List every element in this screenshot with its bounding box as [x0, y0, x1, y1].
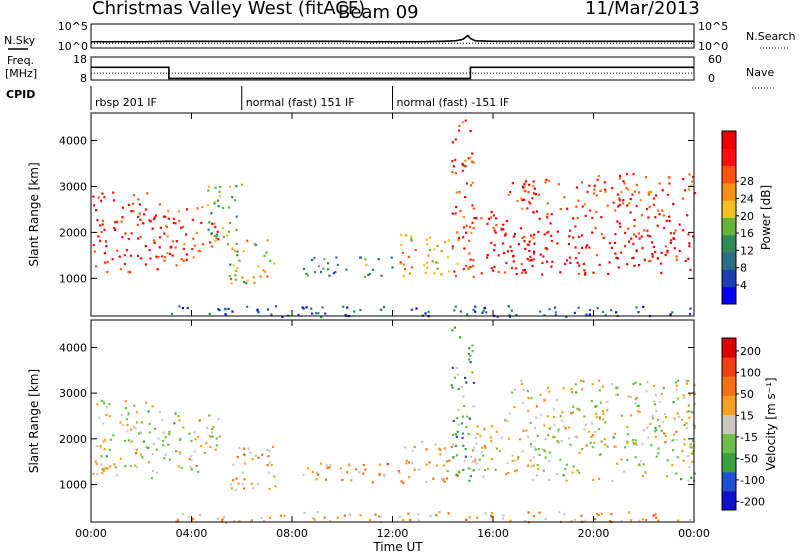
cpid-segment-label: normal (fast) -151 IF [397, 96, 510, 109]
xtick-label: 16:00 [477, 527, 509, 540]
power-colorbar-swatch [722, 165, 736, 184]
power-colorbar-label: 12 [740, 244, 754, 257]
velocity-ylabel: Slant Range [km] [27, 369, 41, 473]
power-colorbar-swatch [722, 269, 736, 288]
power-colorbar-swatch [722, 286, 736, 305]
velocity-colorbar-swatch [722, 357, 736, 377]
velocity-colorbar-label: -200 [740, 495, 765, 508]
power-colorbar-label: 16 [740, 227, 754, 240]
velocity-colorbar-label: -100 [740, 474, 765, 487]
freq-left-tick-top: 18 [73, 53, 87, 66]
noise-left-tick-bottom: 10^0 [58, 40, 88, 53]
xtick-label: 00:00 [678, 527, 710, 540]
freq-left-tick-bottom: 8 [80, 72, 87, 85]
noise-right-label: N.Search [746, 30, 796, 43]
velocity-colorbar-swatch [722, 414, 736, 435]
cpid-segment-label: normal (fast) 151 IF [246, 96, 355, 109]
velocity-colorbar-label: 15 [740, 409, 754, 422]
velocity-colorbar-title: Velocity [m s⁻¹] [764, 377, 778, 470]
power-colorbar-label: 24 [740, 192, 754, 205]
power-colorbar-swatch [722, 234, 736, 253]
noise-left-tick-top: 10^5 [58, 20, 88, 33]
power-colorbar-frame [721, 130, 737, 305]
date-label: 11/Mar/2013 [585, 0, 700, 19]
freq-right-tick-bottom: 0 [708, 72, 715, 85]
velocity-colorbar-label: 200 [740, 345, 761, 358]
power-colorbar-label: 4 [740, 279, 747, 292]
freq-label-line2: [MHz] [5, 67, 37, 80]
velocity-colorbar-swatch [722, 338, 736, 358]
xtick-label: 04:00 [176, 527, 208, 540]
velocity-colorbar-swatch [722, 490, 736, 511]
velocity-ytick-label: 4000 [59, 341, 87, 354]
velocity-colorbar-swatch [722, 471, 736, 492]
velocity-colorbar-swatch [722, 452, 736, 473]
xtick-label: 08:00 [276, 527, 308, 540]
velocity-panel-frame [90, 319, 695, 523]
velocity-colorbar-swatch [722, 433, 736, 454]
velocity-colorbar-frame [721, 337, 737, 511]
xtick-label: 20:00 [578, 527, 610, 540]
velocity-ytick-label: 3000 [59, 387, 87, 400]
noise-right-tick-bottom: 10^0 [698, 40, 728, 53]
power-ytick-label: 4000 [59, 135, 87, 148]
power-ytick-label: 3000 [59, 180, 87, 193]
cpid-segment-label: rbsp 201 IF [95, 96, 157, 109]
power-colorbar-title: Power [dB] [759, 185, 773, 250]
freq-right-tick-top: 60 [708, 53, 722, 66]
power-colorbar-swatch [722, 131, 736, 149]
cpid-label: CPID [6, 88, 35, 101]
xaxis-title: Time UT [372, 540, 423, 554]
beam-label: Beam 09 [338, 2, 419, 23]
power-colorbar-label: 28 [740, 175, 754, 188]
power-ytick-label: 1000 [59, 272, 87, 285]
power-colorbar-swatch [722, 148, 736, 167]
freq-panel-frame [90, 56, 695, 81]
xtick-label: 12:00 [377, 527, 409, 540]
velocity-colorbar-label: -15 [740, 431, 758, 444]
velocity-heatmap-cells [92, 326, 697, 524]
velocity-ytick-label: 2000 [59, 433, 87, 446]
velocity-colorbar-label: 100 [740, 366, 761, 379]
power-colorbar-label: 8 [740, 262, 747, 275]
station-title: Christmas Valley West (fitACF) [92, 0, 366, 19]
velocity-ytick-label: 1000 [59, 479, 87, 492]
power-panel-frame [90, 112, 695, 317]
nave-label: Nave [746, 66, 774, 79]
power-colorbar-label: 20 [740, 210, 754, 223]
noise-right-tick-top: 10^5 [698, 20, 728, 33]
noise-left-label: N.Sky [4, 34, 36, 47]
noise-series-sky [91, 34, 694, 43]
noise-panel-frame [90, 23, 695, 49]
power-ytick-label: 2000 [59, 226, 87, 239]
power-colorbar-swatch [722, 182, 736, 201]
velocity-colorbar-swatch [722, 395, 736, 415]
velocity-colorbar-label: -50 [740, 452, 758, 465]
freq-series [91, 66, 694, 80]
power-colorbar-swatch [722, 200, 736, 218]
freq-label-line1: Freq. [7, 54, 34, 67]
xtick-label: 00:00 [75, 527, 107, 540]
power-ylabel: Slant Range [km] [27, 162, 41, 266]
velocity-colorbar-label: 50 [740, 388, 754, 401]
velocity-colorbar-swatch [722, 376, 736, 396]
power-colorbar-swatch [722, 217, 736, 236]
power-heatmap-cells [92, 119, 697, 319]
power-colorbar-swatch [722, 252, 736, 270]
